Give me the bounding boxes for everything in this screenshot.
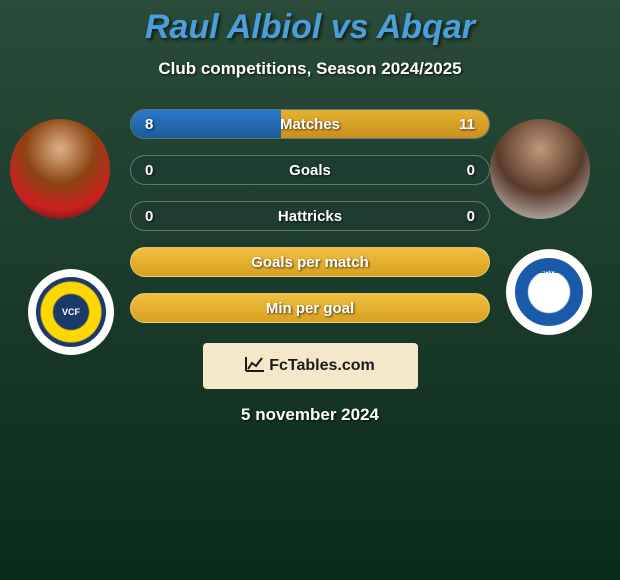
watermark: FcTables.com bbox=[203, 343, 418, 389]
date-text: 5 november 2024 bbox=[0, 405, 620, 425]
stat-row: 8 11 Matches bbox=[130, 109, 490, 139]
stat-label: Min per goal bbox=[266, 300, 354, 317]
stat-row: 0 0 Goals bbox=[130, 155, 490, 185]
subtitle: Club competitions, Season 2024/2025 bbox=[0, 59, 620, 79]
comparison-content: 8 11 Matches 0 0 Goals 0 0 Hattricks Goals per ma… bbox=[0, 109, 620, 425]
alaves-icon bbox=[515, 258, 583, 326]
stat-left-value: 0 bbox=[145, 208, 153, 225]
player-right-club-badge bbox=[506, 249, 592, 335]
stat-left-value: 8 bbox=[145, 116, 153, 133]
page-title: Raul Albiol vs Abqar bbox=[0, 0, 620, 47]
villarreal-icon bbox=[36, 277, 106, 347]
stat-label: Goals bbox=[289, 162, 331, 179]
stat-bars-container: 8 11 Matches 0 0 Goals 0 0 Hattricks Goals per ma… bbox=[130, 109, 490, 323]
stat-label: Matches bbox=[280, 116, 340, 133]
watermark-text: FcTables.com bbox=[269, 357, 375, 375]
stat-right-value: 0 bbox=[467, 208, 475, 225]
stat-right-value: 0 bbox=[467, 162, 475, 179]
stat-right-value: 11 bbox=[459, 116, 475, 133]
player-right-avatar bbox=[490, 119, 590, 219]
stat-label: Hattricks bbox=[278, 208, 342, 225]
player-left-club-badge bbox=[28, 269, 114, 355]
stat-label: Goals per match bbox=[251, 254, 369, 271]
player-left-avatar bbox=[10, 119, 110, 219]
stat-row: 0 0 Hattricks bbox=[130, 201, 490, 231]
stat-left-value: 0 bbox=[145, 162, 153, 179]
chart-icon bbox=[245, 356, 265, 377]
stat-row: Min per goal bbox=[130, 293, 490, 323]
stat-fill-left bbox=[131, 110, 281, 138]
stat-row: Goals per match bbox=[130, 247, 490, 277]
